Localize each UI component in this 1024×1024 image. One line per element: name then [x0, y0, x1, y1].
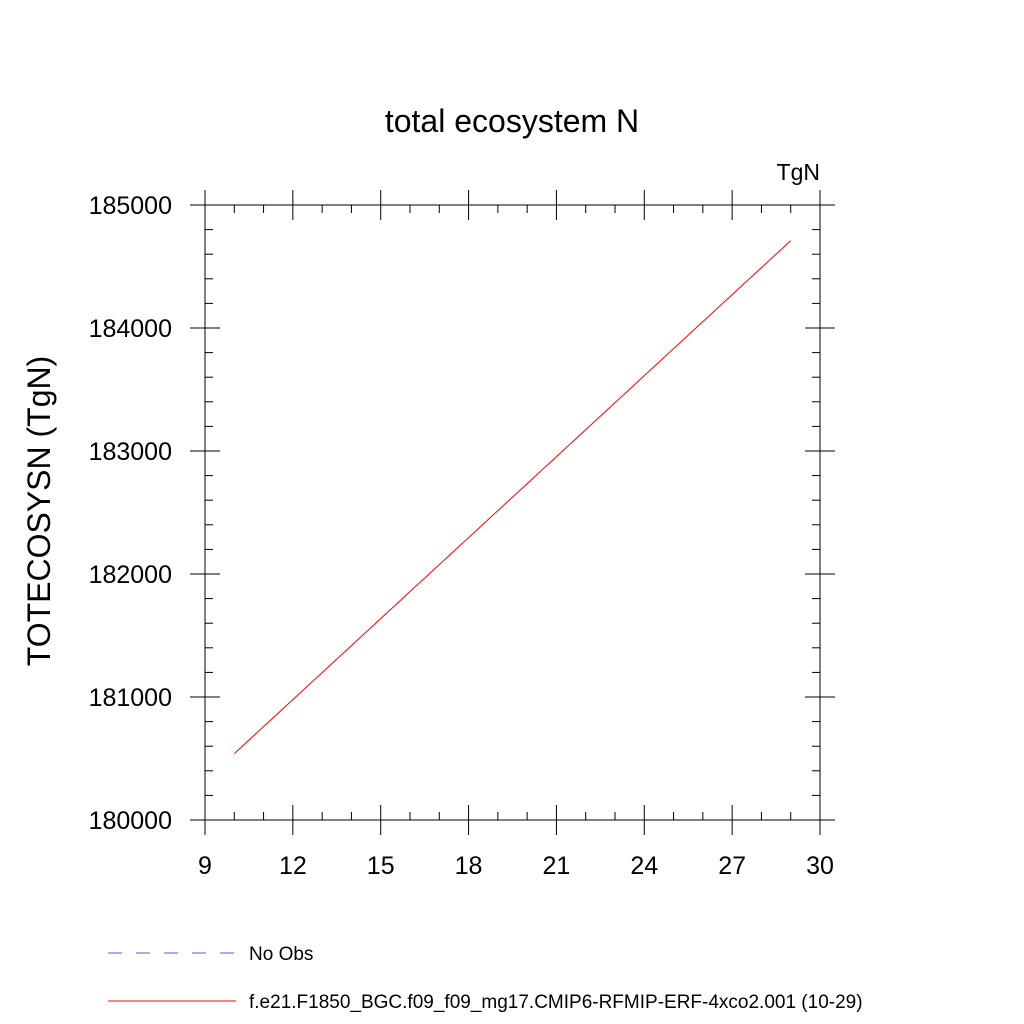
y-axis-label: TOTECOSYSN (TgN)	[21, 356, 57, 667]
x-tick-label: 30	[806, 852, 834, 880]
x-tick-label: 12	[279, 852, 307, 880]
y-tick-label: 184000	[89, 315, 172, 343]
y-tick-label: 182000	[89, 561, 172, 589]
x-tick-label: 15	[367, 852, 395, 880]
x-tick-label: 24	[630, 852, 658, 880]
legend-label: No Obs	[249, 944, 313, 965]
y-tick-label: 180000	[89, 807, 172, 835]
legend-label: f.e21.F1850_BGC.f09_f09_mg17.CMIP6-RFMIP…	[249, 992, 863, 1013]
x-tick-label: 27	[718, 852, 746, 880]
y-tick-label: 185000	[89, 192, 172, 220]
axis-ticks	[190, 190, 835, 835]
y-tick-label: 181000	[89, 684, 172, 712]
series-line	[233, 240, 792, 754]
series-layer	[233, 240, 792, 754]
x-tick-label: 18	[455, 852, 483, 880]
legend: No Obs f.e21.F1850_BGC.f09_f09_mg17.CMIP6…	[108, 944, 863, 1013]
units-label: TgN	[777, 159, 820, 185]
plot-frame	[204, 204, 821, 821]
x-tick-label: 9	[198, 852, 212, 880]
tick-labels: 9 12 15 18 21 24 27 30 180000 181000 182000 183000 1…	[89, 192, 834, 880]
chart-title: total ecosystem N	[385, 103, 639, 139]
x-tick-label: 21	[543, 852, 571, 880]
y-tick-label: 183000	[89, 438, 172, 466]
